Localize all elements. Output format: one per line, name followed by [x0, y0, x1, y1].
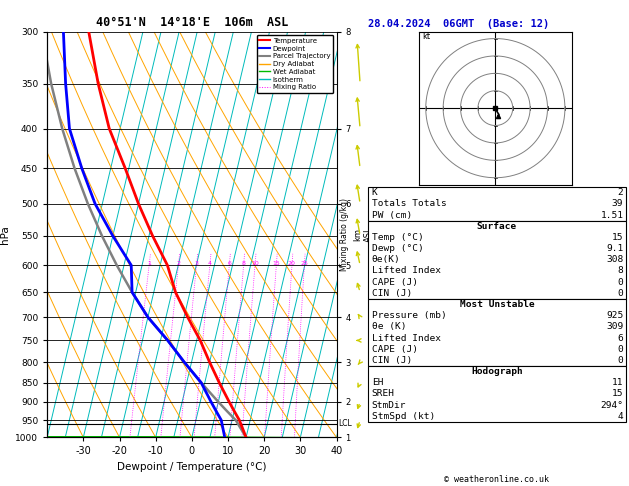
Text: CIN (J): CIN (J) — [372, 289, 412, 298]
Text: 309: 309 — [606, 322, 623, 331]
Text: Surface: Surface — [477, 222, 517, 231]
Text: θe(K): θe(K) — [372, 255, 401, 264]
Text: © weatheronline.co.uk: © weatheronline.co.uk — [445, 474, 549, 484]
Text: Pressure (mb): Pressure (mb) — [372, 311, 447, 320]
Legend: Temperature, Dewpoint, Parcel Trajectory, Dry Adiabat, Wet Adiabat, Isotherm, Mi: Temperature, Dewpoint, Parcel Trajectory… — [257, 35, 333, 93]
Text: 2: 2 — [618, 188, 623, 197]
Text: 1: 1 — [147, 261, 151, 266]
Text: 10: 10 — [251, 261, 259, 266]
Text: 6: 6 — [227, 261, 231, 266]
Text: 308: 308 — [606, 255, 623, 264]
Text: 2: 2 — [176, 261, 181, 266]
Text: SREH: SREH — [372, 389, 395, 399]
Text: CAPE (J): CAPE (J) — [372, 278, 418, 287]
Text: Dewp (°C): Dewp (°C) — [372, 244, 423, 253]
Text: 11: 11 — [612, 378, 623, 387]
Text: Lifted Index: Lifted Index — [372, 266, 441, 276]
Text: Hodograph: Hodograph — [471, 367, 523, 376]
Text: Lifted Index: Lifted Index — [372, 333, 441, 343]
Text: Mixing Ratio (g/kg): Mixing Ratio (g/kg) — [340, 198, 348, 271]
Text: 25: 25 — [301, 261, 308, 266]
Text: 4: 4 — [208, 261, 212, 266]
Text: 0: 0 — [618, 289, 623, 298]
Text: θe (K): θe (K) — [372, 322, 406, 331]
Text: EH: EH — [372, 378, 383, 387]
Text: CAPE (J): CAPE (J) — [372, 345, 418, 354]
Text: 15: 15 — [612, 233, 623, 242]
Text: Most Unstable: Most Unstable — [460, 300, 534, 309]
Text: 28.04.2024  06GMT  (Base: 12): 28.04.2024 06GMT (Base: 12) — [368, 19, 549, 29]
X-axis label: Dewpoint / Temperature (°C): Dewpoint / Temperature (°C) — [117, 462, 267, 472]
Text: 294°: 294° — [600, 400, 623, 410]
Text: K: K — [372, 188, 377, 197]
Text: 8: 8 — [242, 261, 245, 266]
Text: 15: 15 — [612, 389, 623, 399]
Text: 3: 3 — [194, 261, 198, 266]
Y-axis label: km
ASL: km ASL — [353, 226, 373, 243]
Text: StmDir: StmDir — [372, 400, 406, 410]
Text: 6: 6 — [618, 333, 623, 343]
Text: 0: 0 — [618, 278, 623, 287]
Text: 20: 20 — [288, 261, 296, 266]
Text: CIN (J): CIN (J) — [372, 356, 412, 365]
Text: kt: kt — [422, 32, 430, 40]
Text: Totals Totals: Totals Totals — [372, 199, 447, 208]
Text: 0: 0 — [618, 356, 623, 365]
Text: PW (cm): PW (cm) — [372, 210, 412, 220]
Text: 39: 39 — [612, 199, 623, 208]
Text: 40°51'N  14°18'E  106m  ASL: 40°51'N 14°18'E 106m ASL — [96, 16, 288, 29]
Text: StmSpd (kt): StmSpd (kt) — [372, 412, 435, 421]
Text: LCL: LCL — [338, 419, 352, 428]
Text: 0: 0 — [618, 345, 623, 354]
Text: 925: 925 — [606, 311, 623, 320]
Text: 15: 15 — [272, 261, 280, 266]
Y-axis label: hPa: hPa — [0, 225, 9, 244]
Text: 1.51: 1.51 — [600, 210, 623, 220]
Text: 8: 8 — [618, 266, 623, 276]
Text: Temp (°C): Temp (°C) — [372, 233, 423, 242]
Text: 4: 4 — [618, 412, 623, 421]
Text: 9.1: 9.1 — [606, 244, 623, 253]
